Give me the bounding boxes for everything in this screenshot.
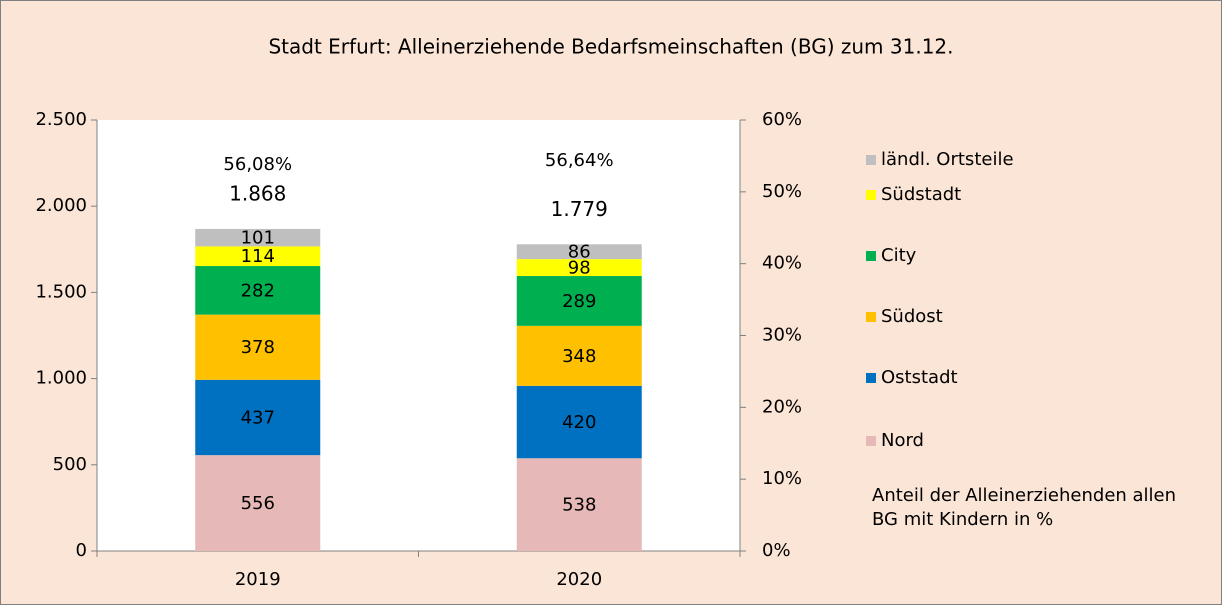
x-tick-label: 2020 — [556, 569, 602, 590]
data-label: 101 — [241, 228, 275, 249]
data-label: 437 — [241, 407, 275, 428]
legend-label: Anteil der Alleinerziehenden allen BG mi… — [872, 485, 1177, 530]
data-label: 114 — [241, 246, 275, 267]
legend-label: City — [881, 245, 917, 266]
legend-swatch — [866, 155, 876, 165]
data-label: 98 — [568, 258, 591, 279]
legend-label: Südstadt — [881, 184, 961, 205]
legend-swatch — [866, 251, 876, 261]
y-tick-label: 2.500 — [35, 109, 87, 130]
bar-segment — [516, 325, 642, 386]
y2-tick-label: 20% — [762, 396, 802, 417]
bar-segment — [516, 458, 642, 551]
data-label: 56,08% — [223, 154, 292, 175]
bar-segment — [195, 455, 321, 551]
data-label: 289 — [562, 291, 596, 312]
legend-label: Oststadt — [881, 367, 958, 388]
bar-segment — [195, 266, 321, 315]
data-label: 538 — [562, 495, 596, 516]
data-label: 86 — [568, 242, 591, 263]
y2-tick-label: 40% — [762, 253, 802, 274]
bar-segment — [516, 244, 642, 260]
legend-label: Südost — [881, 306, 943, 327]
y-tick-label: 1.500 — [35, 281, 87, 302]
total-label: 1.868 — [229, 181, 286, 205]
data-label: 348 — [562, 346, 596, 367]
bar-segment — [516, 259, 642, 277]
chart-title: Stadt Erfurt: Alleinerziehende Bedarfsme… — [268, 35, 953, 59]
bar-segment — [516, 385, 642, 459]
y-tick-label: 2.000 — [35, 195, 87, 216]
legend-entry: Anteil der Alleinerziehenden allen BG mi… — [872, 485, 1177, 530]
legend-label: ländl. Ortsteile — [881, 149, 1014, 170]
bar-segment — [195, 228, 321, 247]
y-tick-label: 500 — [53, 454, 87, 475]
data-label: 282 — [241, 280, 275, 301]
bar-segment — [195, 314, 321, 380]
y2-tick-label: 30% — [762, 325, 802, 346]
data-label: 420 — [562, 412, 596, 433]
data-label: 378 — [241, 337, 275, 358]
bar-segment — [516, 276, 642, 326]
y2-tick-label: 50% — [762, 181, 802, 202]
y2-tick-label: 0% — [762, 540, 791, 561]
legend-swatch — [866, 312, 876, 322]
x-tick-label: 2019 — [235, 569, 281, 590]
data-label: 556 — [241, 493, 275, 514]
plot-area — [97, 120, 740, 551]
legend-swatch — [866, 190, 876, 200]
legend-swatch — [866, 436, 876, 446]
total-label: 1.779 — [551, 197, 608, 221]
data-label: 56,64% — [545, 150, 614, 171]
legend-swatch — [866, 373, 876, 383]
bar-segment — [195, 246, 321, 267]
y2-tick-label: 10% — [762, 468, 802, 489]
bar-segment — [195, 379, 321, 456]
y-tick-label: 1.000 — [35, 368, 87, 389]
y-tick-label: 0 — [76, 540, 87, 561]
legend-label: Nord — [881, 430, 924, 451]
y2-tick-label: 60% — [762, 109, 802, 130]
